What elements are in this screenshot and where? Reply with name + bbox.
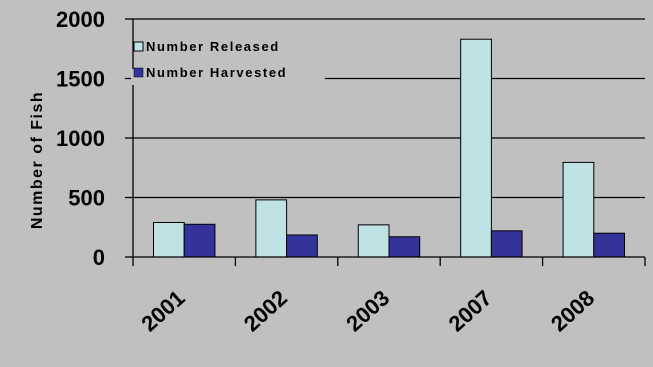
x-tick-labels: 2001 2002 2003 2007 2008 — [136, 285, 599, 336]
legend: Number Released Number Harvested — [131, 39, 325, 85]
legend-background — [131, 69, 325, 85]
y-tick-label: 1500 — [56, 67, 105, 92]
x-tick-label: 2001 — [136, 285, 189, 336]
x-tick-label: 2008 — [546, 285, 599, 336]
bar-harvested — [388, 236, 421, 258]
bar-harvested — [183, 223, 216, 258]
legend-label-harvested: Number Harvested — [146, 65, 287, 80]
bar-harvested — [490, 230, 523, 258]
legend-label-released: Number Released — [146, 39, 280, 54]
bar-released — [255, 199, 288, 258]
y-tick-label: 500 — [68, 186, 105, 211]
bar-released — [562, 161, 595, 258]
y-axis-label: Number of Fish — [29, 91, 46, 229]
y-tick-labels: 0 500 1000 1500 2000 — [56, 7, 105, 270]
axes — [125, 18, 646, 266]
bar-released — [152, 221, 185, 258]
y-tick-label: 0 — [93, 245, 105, 270]
legend-swatch-harvested — [133, 67, 144, 78]
bar-harvested — [286, 234, 318, 258]
y-tick-label: 2000 — [56, 7, 105, 32]
x-tick-label: 2002 — [239, 285, 292, 336]
bar-harvested — [593, 232, 626, 258]
bars — [152, 38, 626, 258]
y-tick-label: 1000 — [56, 126, 105, 151]
x-tick-label: 2003 — [341, 285, 394, 336]
bar-released — [460, 38, 492, 258]
legend-swatch-released — [133, 41, 144, 52]
bar-released — [357, 224, 390, 258]
x-tick-label: 2007 — [444, 285, 497, 336]
